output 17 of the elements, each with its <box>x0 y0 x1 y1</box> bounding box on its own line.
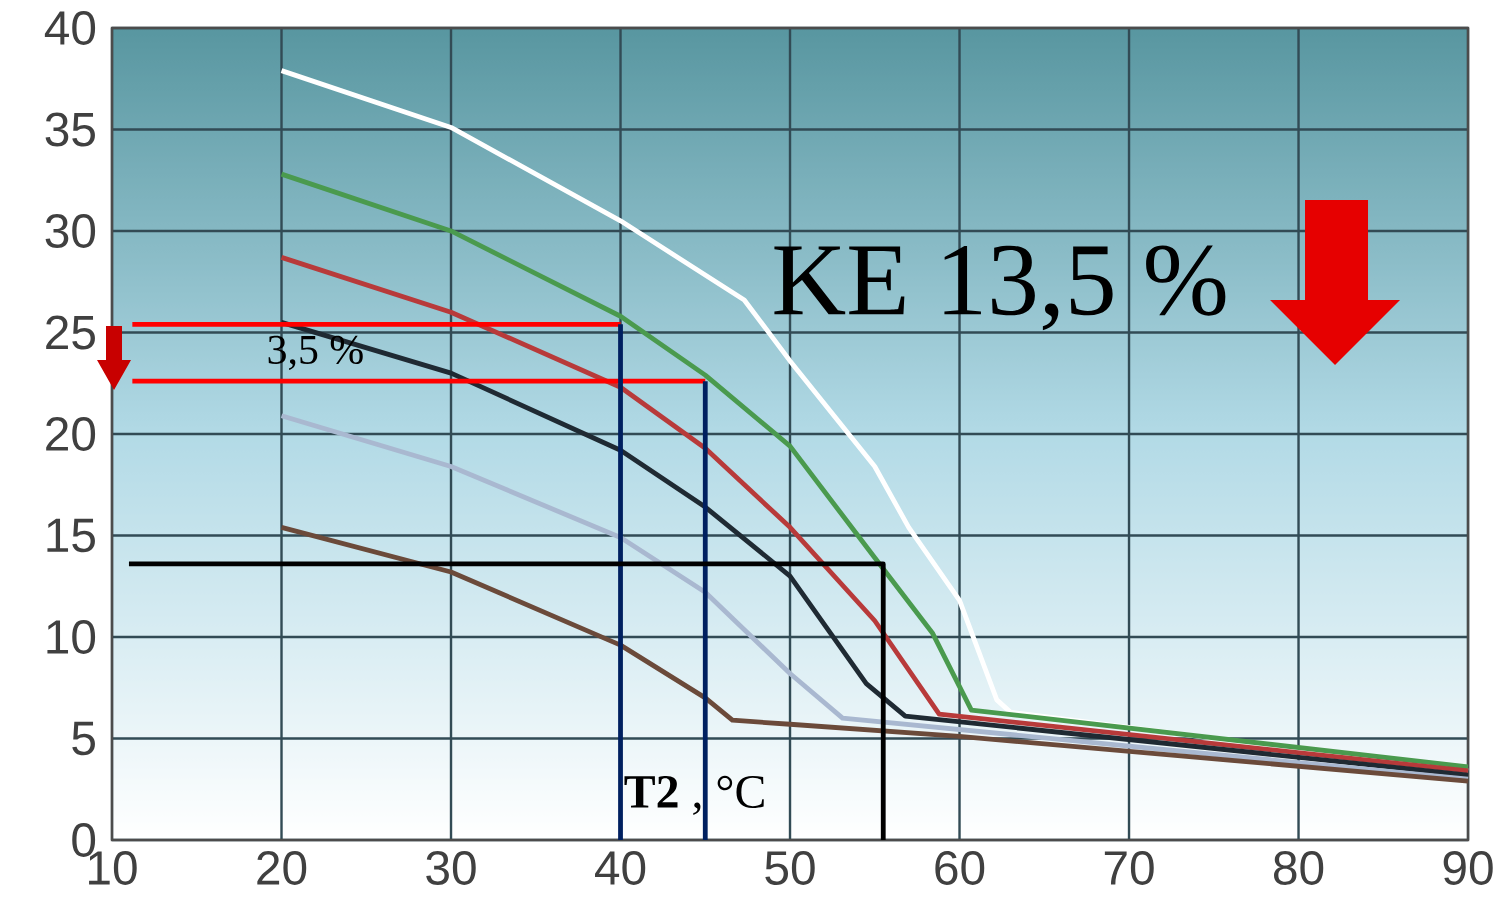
x-tick-label: 70 <box>1104 851 1154 885</box>
x-tick-label: 50 <box>765 851 815 885</box>
y-tick-label: 15 <box>47 518 95 553</box>
y-tick-label: 35 <box>45 112 95 147</box>
x-tick-label: 80 <box>1273 851 1324 885</box>
x-tick-label: 90 <box>1443 851 1493 885</box>
y-tick-label: 40 <box>44 11 96 45</box>
y-tick-label: 30 <box>45 214 96 248</box>
x-tick-label: 20 <box>257 851 307 885</box>
x-tick-label: 30 <box>426 851 476 885</box>
x-tick-label: 40 <box>595 851 646 885</box>
x-tick-label: 60 <box>935 851 985 885</box>
y-tick-label: 25 <box>46 315 95 350</box>
y-tick-label: 5 <box>72 721 95 756</box>
annotation: T2 , °C <box>624 775 764 815</box>
y-tick-label: 10 <box>47 620 96 654</box>
y-tick-label: 20 <box>46 417 96 451</box>
